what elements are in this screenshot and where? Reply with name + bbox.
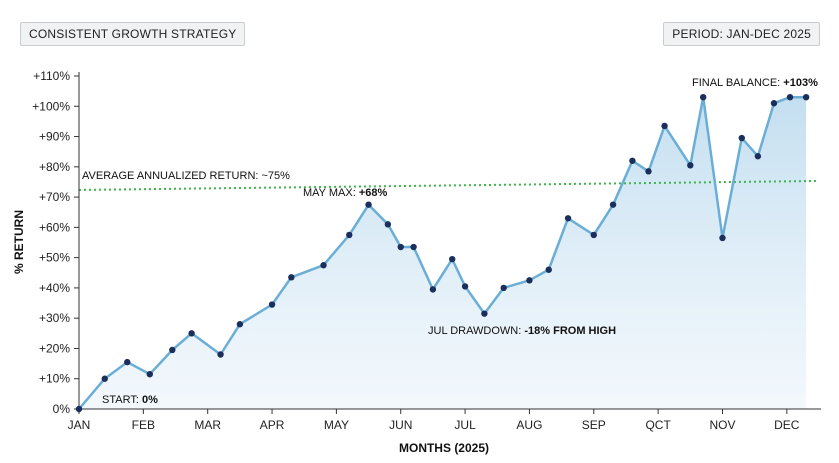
data-point — [188, 330, 195, 337]
data-point — [124, 358, 131, 366]
data-point — [320, 262, 327, 269]
x-tick-label: MAY — [324, 418, 349, 432]
data-point — [590, 231, 597, 239]
y-tick-label: +80% — [39, 160, 70, 174]
x-tick-label: AUG — [516, 418, 542, 432]
data-point — [410, 243, 417, 251]
data-point — [384, 221, 392, 228]
data-point — [101, 375, 108, 382]
data-point — [288, 274, 295, 281]
annotation-may-max-value: +68% — [359, 187, 388, 199]
data-point — [146, 370, 153, 378]
data-point — [429, 286, 437, 293]
series-area — [79, 97, 807, 409]
chart-title-badge: CONSISTENT GROWTH STRATEGY — [20, 22, 246, 46]
data-point — [545, 266, 552, 273]
data-point — [738, 134, 745, 142]
y-tick-label: +100% — [32, 99, 70, 113]
data-point — [609, 201, 617, 208]
data-point — [786, 93, 794, 101]
x-tick-label: FEB — [132, 418, 155, 432]
x-tick-label: JAN — [68, 418, 91, 432]
data-point — [629, 157, 636, 164]
annotation-final-balance-value: +103% — [783, 77, 818, 89]
data-point — [449, 255, 456, 263]
data-point — [365, 201, 372, 208]
axes — [78, 72, 821, 410]
avg-line-label: AVERAGE ANNUALIZED RETURN: ~75% — [82, 170, 290, 182]
data-point — [169, 346, 176, 354]
y-tick-label: +20% — [39, 341, 70, 355]
data-point — [268, 301, 276, 308]
annotation-start-prefix: START: — [102, 394, 139, 406]
data-point — [754, 153, 762, 160]
annotation-start: START: 0% — [102, 394, 158, 406]
data-point — [770, 100, 778, 107]
average-return-line — [78, 179, 820, 191]
annotation-may-max: MAY MAX: +68% — [303, 187, 388, 199]
x-axis-label: MONTHS (2025) — [399, 441, 489, 455]
y-tick-label: +70% — [39, 190, 70, 204]
annotation-jul-drawdown-value: -18% FROM HIGH — [524, 325, 616, 337]
x-tick-label: DEC — [774, 418, 800, 432]
annotation-may-max-prefix: MAY MAX: — [303, 187, 356, 199]
data-point — [481, 310, 488, 317]
data-points — [75, 93, 810, 413]
x-tick-label: SEP — [582, 418, 606, 432]
data-point — [217, 351, 224, 358]
x-tick-label: JUL — [454, 418, 476, 432]
x-ticks: JAN FEB MAR APR MAY JUN JUL AUG SEP QCT NOV DEC — [68, 409, 800, 432]
data-point — [346, 231, 353, 239]
data-point — [645, 168, 652, 175]
x-tick-label: MAR — [194, 418, 221, 432]
y-tick-label: +50% — [39, 251, 70, 265]
x-tick-label: APR — [260, 418, 285, 432]
y-tick-label: +110% — [33, 69, 70, 83]
annotation-start-value: 0% — [142, 394, 158, 406]
y-axis-label: % RETURN — [12, 210, 26, 274]
annotation-final-balance: FINAL BALANCE: +103% — [692, 77, 818, 89]
y-tick-label: 0% — [53, 402, 71, 416]
annotation-final-balance-prefix: FINAL BALANCE: — [692, 77, 780, 89]
average-line-group — [78, 179, 820, 191]
data-point — [236, 321, 244, 328]
data-point — [802, 93, 810, 101]
y-tick-label: +60% — [39, 220, 70, 234]
y-tick-label: +10% — [39, 372, 70, 386]
data-point — [687, 162, 694, 169]
area-fill — [79, 97, 807, 409]
x-tick-label: NOV — [709, 418, 735, 432]
data-point — [461, 283, 469, 290]
data-point — [75, 405, 83, 413]
y-tick-label: +30% — [39, 311, 70, 325]
data-point — [661, 122, 668, 130]
data-point — [397, 243, 404, 251]
data-point — [526, 277, 533, 284]
data-point — [699, 93, 707, 101]
y-ticks: 0% +10% +20% +30% +40% +50% +60% +70% +80% +90% +1… — [32, 69, 79, 416]
x-tick-label: QCT — [645, 418, 671, 432]
y-tick-label: +40% — [39, 281, 70, 295]
data-point — [719, 234, 726, 242]
annotation-jul-drawdown: JUL DRAWDOWN: -18% FROM HIGH — [428, 325, 616, 337]
x-tick-label: JUN — [389, 418, 412, 432]
y-tick-label: +90% — [39, 130, 70, 144]
data-point — [564, 215, 572, 222]
period-badge: PERIOD: JAN-DEC 2025 — [663, 22, 820, 46]
annotation-jul-drawdown-prefix: JUL DRAWDOWN: — [428, 325, 521, 337]
data-point — [500, 284, 507, 292]
